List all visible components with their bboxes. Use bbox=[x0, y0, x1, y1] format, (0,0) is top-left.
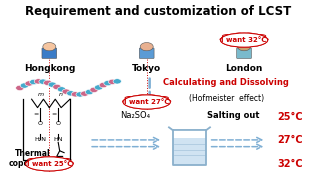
Circle shape bbox=[94, 85, 103, 90]
Circle shape bbox=[34, 79, 42, 84]
Text: O: O bbox=[56, 121, 61, 125]
Text: Calculating and Dissolving: Calculating and Dissolving bbox=[164, 78, 289, 87]
Circle shape bbox=[43, 80, 52, 85]
Text: Thermal
copolymers: Thermal copolymers bbox=[8, 149, 58, 168]
Ellipse shape bbox=[123, 95, 170, 109]
Ellipse shape bbox=[220, 38, 229, 41]
FancyBboxPatch shape bbox=[42, 48, 57, 58]
FancyBboxPatch shape bbox=[139, 48, 154, 58]
Text: HN: HN bbox=[54, 137, 63, 142]
Ellipse shape bbox=[256, 35, 266, 38]
Circle shape bbox=[43, 43, 56, 51]
Ellipse shape bbox=[147, 95, 158, 98]
Text: H₂N: H₂N bbox=[35, 137, 47, 142]
Ellipse shape bbox=[260, 38, 268, 41]
Circle shape bbox=[81, 91, 89, 96]
Circle shape bbox=[99, 82, 107, 88]
Text: Requirement and customization of LCST: Requirement and customization of LCST bbox=[25, 5, 292, 18]
Ellipse shape bbox=[244, 33, 255, 36]
Ellipse shape bbox=[123, 100, 131, 103]
Text: I want 27°C: I want 27°C bbox=[124, 99, 169, 105]
Ellipse shape bbox=[222, 35, 233, 38]
Text: 25°C: 25°C bbox=[277, 112, 303, 122]
Circle shape bbox=[16, 85, 24, 91]
Text: 27°C: 27°C bbox=[277, 135, 303, 145]
Ellipse shape bbox=[123, 95, 170, 109]
Ellipse shape bbox=[38, 157, 49, 160]
Text: =: = bbox=[33, 112, 39, 117]
Text: n: n bbox=[59, 92, 63, 97]
Ellipse shape bbox=[158, 97, 168, 100]
Text: Hongkong: Hongkong bbox=[24, 64, 75, 73]
Circle shape bbox=[53, 84, 61, 90]
Ellipse shape bbox=[233, 33, 243, 36]
Ellipse shape bbox=[26, 157, 73, 171]
Circle shape bbox=[29, 79, 38, 85]
Text: =: = bbox=[51, 112, 56, 117]
Circle shape bbox=[90, 87, 98, 92]
Text: London: London bbox=[225, 64, 263, 73]
Circle shape bbox=[62, 89, 70, 94]
Ellipse shape bbox=[125, 97, 135, 100]
Ellipse shape bbox=[61, 158, 71, 162]
Text: Salting out: Salting out bbox=[208, 111, 260, 120]
Text: O: O bbox=[38, 121, 43, 125]
Circle shape bbox=[67, 91, 75, 96]
Text: m: m bbox=[37, 92, 43, 97]
Circle shape bbox=[48, 82, 56, 87]
Text: I want 25°C: I want 25°C bbox=[27, 161, 72, 167]
Ellipse shape bbox=[220, 33, 268, 47]
Text: Tokyo: Tokyo bbox=[132, 64, 161, 73]
Circle shape bbox=[104, 81, 112, 86]
FancyBboxPatch shape bbox=[237, 48, 251, 58]
FancyBboxPatch shape bbox=[172, 138, 206, 165]
Ellipse shape bbox=[65, 162, 74, 165]
Ellipse shape bbox=[26, 157, 73, 171]
Circle shape bbox=[57, 87, 66, 92]
Ellipse shape bbox=[220, 33, 268, 47]
Circle shape bbox=[113, 79, 121, 84]
Circle shape bbox=[20, 83, 29, 88]
Circle shape bbox=[76, 92, 84, 97]
Ellipse shape bbox=[162, 100, 171, 103]
Text: (Hofmeister  effect): (Hofmeister effect) bbox=[189, 94, 264, 103]
Text: Na₂SO₄: Na₂SO₄ bbox=[120, 111, 150, 120]
Circle shape bbox=[108, 79, 117, 84]
Ellipse shape bbox=[136, 95, 146, 98]
Ellipse shape bbox=[28, 158, 38, 162]
Circle shape bbox=[140, 43, 153, 51]
Circle shape bbox=[237, 43, 250, 51]
Circle shape bbox=[39, 79, 47, 84]
Text: I want 32°C: I want 32°C bbox=[221, 37, 267, 43]
Circle shape bbox=[85, 89, 94, 95]
Circle shape bbox=[71, 92, 80, 97]
Text: 32°C: 32°C bbox=[277, 159, 303, 169]
Ellipse shape bbox=[25, 162, 34, 165]
Circle shape bbox=[25, 81, 33, 86]
Ellipse shape bbox=[50, 157, 60, 160]
